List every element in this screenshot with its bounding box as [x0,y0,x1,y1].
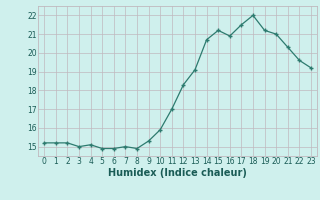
X-axis label: Humidex (Indice chaleur): Humidex (Indice chaleur) [108,168,247,178]
